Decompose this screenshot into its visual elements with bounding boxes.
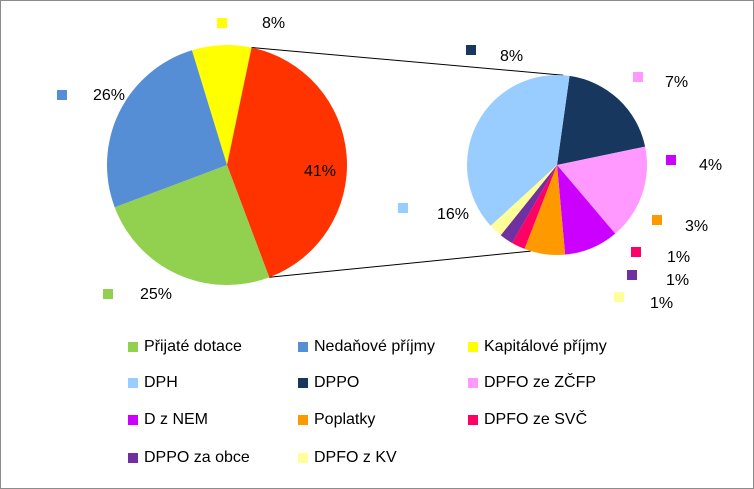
- legend-key-poplatky: [298, 415, 308, 425]
- secondary-label-key-dpfo-z-kv: [614, 292, 624, 302]
- main-slice-kapitalove-prijmy: [191, 45, 252, 166]
- main-slice-nedanove-prijmy: [106, 50, 227, 208]
- main-label-nedanove-prijmy: 26%: [93, 87, 125, 104]
- secondary-slice-dpfo-z-kv: [490, 165, 557, 236]
- connector-line-top: [251, 47, 564, 76]
- main-pie: [106, 45, 347, 286]
- secondary-label-poplatky: 3%: [685, 218, 708, 235]
- legend-key-dpfo-z-kv: [298, 453, 308, 463]
- legend-key-dph: [128, 378, 138, 388]
- main-label-key-nedanove-prijmy: [57, 90, 67, 100]
- legend-label-prijate-dotace: Přijaté dotace: [144, 338, 242, 355]
- secondary-label-dpfo-ze-svc: 1%: [667, 249, 690, 266]
- secondary-label-dpfo-ze-zcfp: 7%: [665, 74, 688, 91]
- secondary-label-dppo: 8%: [500, 48, 523, 65]
- legend-label-dpfo-ze-svc: DPFO ze SVČ: [484, 409, 587, 428]
- legend-key-d-z-nem: [128, 415, 138, 425]
- secondary-slice-dppo-za-obce: [500, 165, 557, 243]
- legend-label-poplatky: Poplatky: [314, 411, 375, 428]
- main-label-key-kapitalove-prijmy: [217, 18, 227, 28]
- secondary-label-key-dph: [398, 203, 408, 213]
- connector-lines: [251, 47, 564, 278]
- secondary-slice-dpfo-ze-zcfp: [557, 146, 647, 234]
- legend-label-d-z-nem: D z NEM: [144, 411, 208, 428]
- main-label-key-prijate-dotace: [103, 289, 113, 299]
- main-label-prijate-dotace: 25%: [140, 286, 172, 303]
- secondary-label-key-poplatky: [652, 215, 662, 225]
- secondary-label-key-dpfo-ze-zcfp: [633, 72, 643, 82]
- secondary-label-dpfo-z-kv: 1%: [650, 295, 673, 312]
- legend-key-kapitalove-prijmy: [468, 342, 478, 352]
- secondary-label-d-z-nem: 4%: [699, 157, 722, 174]
- secondary-label-key-dpfo-ze-svc: [631, 247, 641, 257]
- legend-key-dppo-za-obce: [128, 453, 138, 463]
- legend-label-nedanove-prijmy: Nedaňové příjmy: [314, 338, 435, 355]
- secondary-label-key-dppo-za-obce: [627, 270, 637, 280]
- data-labels: 8% 41% 25% 26% 8% 7% 4% 3% 1% 1% 1% 16%: [57, 15, 722, 312]
- main-slice-danove-prijmy-rozpad: [227, 47, 347, 278]
- legend-key-nedanove-prijmy: [298, 342, 308, 352]
- secondary-label-dppo-za-obce: 1%: [666, 272, 689, 289]
- secondary-slice-dppo: [557, 75, 646, 165]
- legend-key-prijate-dotace: [128, 342, 138, 352]
- secondary-slice-poplatky: [524, 165, 566, 255]
- secondary-slice-dpfo-ze-svc: [512, 165, 557, 249]
- legend-label-dpfo-ze-zcfp: DPFO ze ZČFP: [484, 372, 596, 391]
- legend-label-kapitalove-prijmy: Kapitálové příjmy: [484, 338, 607, 355]
- secondary-label-key-d-z-nem: [666, 155, 676, 165]
- connector-line-bottom: [269, 250, 531, 278]
- legend-label-dpfo-z-kv: DPFO z KV: [314, 449, 397, 466]
- legend-label-dph: DPH: [144, 374, 178, 391]
- secondary-slice-dph: [467, 75, 570, 226]
- main-label-danove-prijmy-rozpad: 41%: [304, 163, 336, 180]
- main-label-kapitalove-prijmy: 8%: [262, 15, 285, 32]
- secondary-label-key-dppo: [466, 45, 476, 55]
- legend: Přijaté dotace Nedaňové příjmy Kapitálové …: [128, 338, 607, 466]
- secondary-pie: [467, 75, 647, 255]
- legend-label-dppo-za-obce: DPPO za obce: [144, 449, 250, 466]
- legend-key-dppo: [298, 378, 308, 388]
- main-slice-prijate-dotace: [114, 165, 270, 286]
- legend-label-dppo: DPPO: [314, 374, 359, 391]
- secondary-label-dph: 16%: [437, 206, 469, 223]
- secondary-slice-d-z-nem: [557, 165, 616, 255]
- legend-key-dpfo-ze-svc: [468, 415, 478, 425]
- legend-key-dpfo-ze-zcfp: [468, 378, 478, 388]
